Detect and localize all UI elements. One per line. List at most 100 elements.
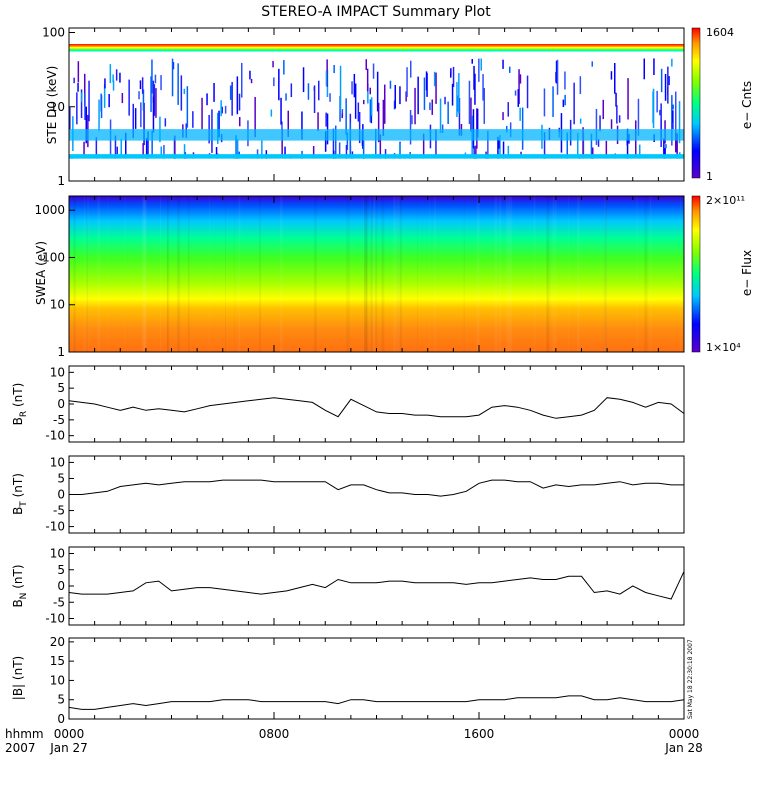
ste-count-streak xyxy=(665,144,667,148)
ste-count-streak xyxy=(440,99,442,133)
bn-y-tick-label: 5 xyxy=(57,563,65,577)
swea-stripe xyxy=(370,196,371,352)
ste-count-streak xyxy=(181,75,183,110)
ste-count-streak xyxy=(116,69,118,80)
ste-count-streak xyxy=(272,61,274,67)
ste-count-streak xyxy=(665,74,667,101)
ste-count-streak xyxy=(661,69,663,92)
swea-stripe xyxy=(259,196,261,352)
ste-count-streak xyxy=(230,86,232,100)
ste-count-streak xyxy=(140,102,142,127)
ste-count-streak xyxy=(399,86,401,104)
ste-count-streak xyxy=(564,95,566,105)
bt-y-tick-label: -10 xyxy=(45,520,65,534)
swea-stripe xyxy=(568,196,569,352)
ste-count-streak xyxy=(447,102,449,124)
ste-colorbar-min: 1 xyxy=(706,170,713,183)
bt-y-tick-label: 10 xyxy=(50,455,65,469)
ste-count-streak xyxy=(522,108,524,150)
ste-count-streak xyxy=(285,93,287,100)
ste-count-streak xyxy=(520,74,522,83)
swea-stripe xyxy=(637,196,638,352)
br-y-axis-label: BR (nT) xyxy=(11,383,29,426)
ste-count-streak xyxy=(627,78,629,119)
ste-count-streak xyxy=(78,61,80,82)
ste-count-streak xyxy=(644,59,646,80)
ste-count-streak xyxy=(155,88,157,118)
ste-count-streak xyxy=(611,71,613,79)
ste-count-streak xyxy=(225,106,227,114)
ste-count-streak xyxy=(668,76,670,85)
bmag-y-tick-label: 20 xyxy=(50,635,65,649)
swea-stripe xyxy=(235,196,236,352)
ste-count-streak xyxy=(153,97,155,133)
time-year-label: 2007 xyxy=(5,741,36,755)
ste-count-streak xyxy=(672,105,674,110)
ste-count-streak xyxy=(88,81,90,122)
swea-stripe xyxy=(644,196,647,352)
ste-count-streak xyxy=(73,78,75,84)
swea-colorbar-max: 2×10¹¹ xyxy=(706,194,745,207)
ste-count-streak xyxy=(481,59,483,71)
ste-count-streak xyxy=(358,103,360,122)
ste-count-streak xyxy=(98,100,100,131)
ste-count-streak xyxy=(603,100,605,119)
ste-count-streak xyxy=(160,75,162,90)
ste-count-streak xyxy=(251,79,253,83)
bn-label-unit: (nT) xyxy=(11,564,25,592)
ste-y-tick-label: 1 xyxy=(57,174,65,188)
ste-count-streak xyxy=(429,103,431,111)
br-y-tick-label: 10 xyxy=(50,365,65,379)
ste-low-band xyxy=(69,154,684,159)
swea-stripe xyxy=(680,196,681,352)
timestamp-stamp: Sat May 18 22:30:18 2007 xyxy=(687,639,694,719)
ste-count-streak xyxy=(611,119,613,129)
br-y-tick-label: 0 xyxy=(57,397,65,411)
ste-count-streak xyxy=(308,83,310,100)
ste-count-streak xyxy=(241,63,243,98)
ste-count-streak xyxy=(370,88,372,95)
ste-count-streak xyxy=(656,91,658,113)
bmag-y-tick-label: 10 xyxy=(50,673,65,687)
bmag-y-tick-label: 5 xyxy=(57,693,65,707)
ste-count-streak xyxy=(515,90,517,95)
bt-label-unit: (nT) xyxy=(11,473,25,501)
ste-count-streak xyxy=(406,67,408,97)
time-tick-date: Jan 27 xyxy=(49,741,88,755)
ste-count-streak xyxy=(318,81,320,101)
swea-stripe xyxy=(464,196,465,352)
ste-count-streak xyxy=(325,113,327,127)
bn-label-main: B xyxy=(11,599,25,607)
swea-stripe xyxy=(546,196,549,352)
ste-count-streak xyxy=(326,71,328,86)
swea-stripe xyxy=(506,196,510,352)
br-y-tick-label: -5 xyxy=(53,413,65,427)
ste-count-streak xyxy=(426,71,428,90)
swea-stripe xyxy=(366,196,368,352)
ste-count-streak xyxy=(653,58,655,75)
ste-count-streak xyxy=(473,109,475,148)
swea-stripe xyxy=(577,196,579,352)
ste-count-streak xyxy=(675,92,677,133)
ste-colorbar-label: e− Cnts xyxy=(740,81,754,129)
ste-count-streak xyxy=(371,97,373,116)
swea-stripe xyxy=(188,196,190,352)
swea-stripe xyxy=(225,196,226,352)
ste-count-streak xyxy=(508,102,510,117)
swea-stripe xyxy=(499,196,501,352)
bn-panel-frame xyxy=(69,547,684,625)
swea-y-tick-label: 10 xyxy=(50,298,65,312)
bt-y-tick-label: -5 xyxy=(53,504,65,518)
ste-count-streak xyxy=(450,73,452,78)
ste-count-streak xyxy=(469,81,471,124)
swea-stripe xyxy=(604,196,606,352)
ste-count-streak xyxy=(113,81,115,91)
ste-count-streak xyxy=(615,93,617,107)
br-label-unit: (nT) xyxy=(11,383,25,411)
ste-count-streak xyxy=(484,88,486,124)
ste-count-streak xyxy=(100,94,102,112)
swea-stripe xyxy=(160,196,161,352)
ste-count-streak xyxy=(303,67,305,92)
swea-stripe xyxy=(434,196,436,352)
